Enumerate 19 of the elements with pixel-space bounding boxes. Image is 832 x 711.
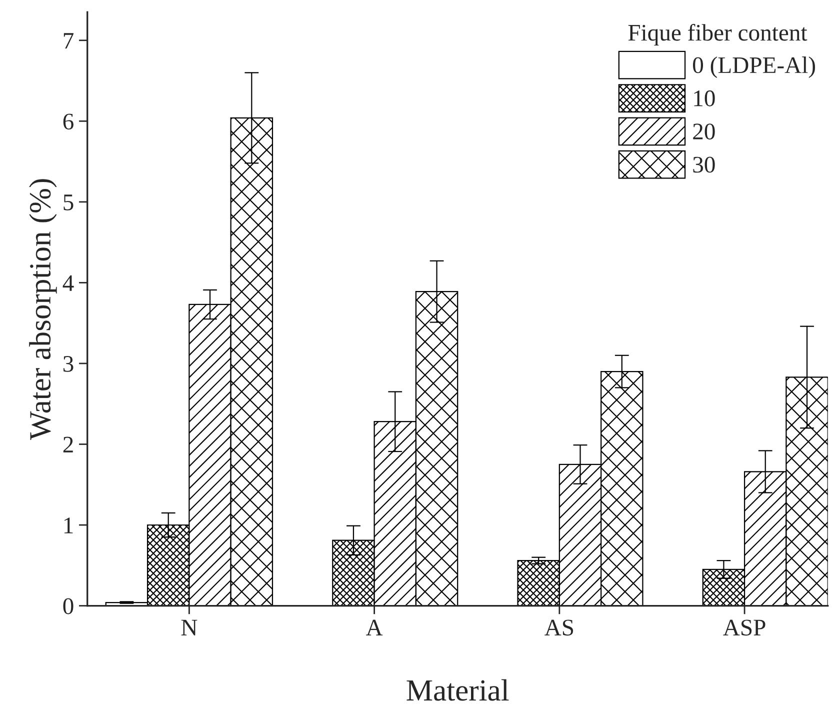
legend-title: Fique fiber content — [628, 24, 808, 46]
x-tick-label: AS — [544, 620, 574, 636]
legend-label: 10 — [694, 90, 715, 106]
legend-label: 30 — [693, 156, 715, 173]
x-tick-label: A — [366, 620, 383, 636]
y-tick-label: 7 — [64, 33, 74, 49]
y-tick-label: 4 — [62, 275, 74, 291]
y-tick-label: 1 — [64, 518, 73, 534]
x-tick-label: N — [181, 620, 198, 636]
x-axis-title: Material — [406, 679, 509, 701]
y-tick-label: 2 — [63, 436, 73, 452]
y-axis-title: Water absorption (%) — [29, 179, 57, 440]
y-tick-label: 6 — [63, 114, 74, 130]
x-tick-label: ASP — [723, 620, 766, 636]
y-tick-label: 3 — [63, 356, 74, 372]
y-tick-label: 0 — [63, 598, 74, 614]
legend-label: 0 (LDPE-Al) — [693, 56, 816, 78]
y-tick-label: 5 — [64, 194, 74, 210]
legend-label: 20 — [693, 124, 715, 140]
